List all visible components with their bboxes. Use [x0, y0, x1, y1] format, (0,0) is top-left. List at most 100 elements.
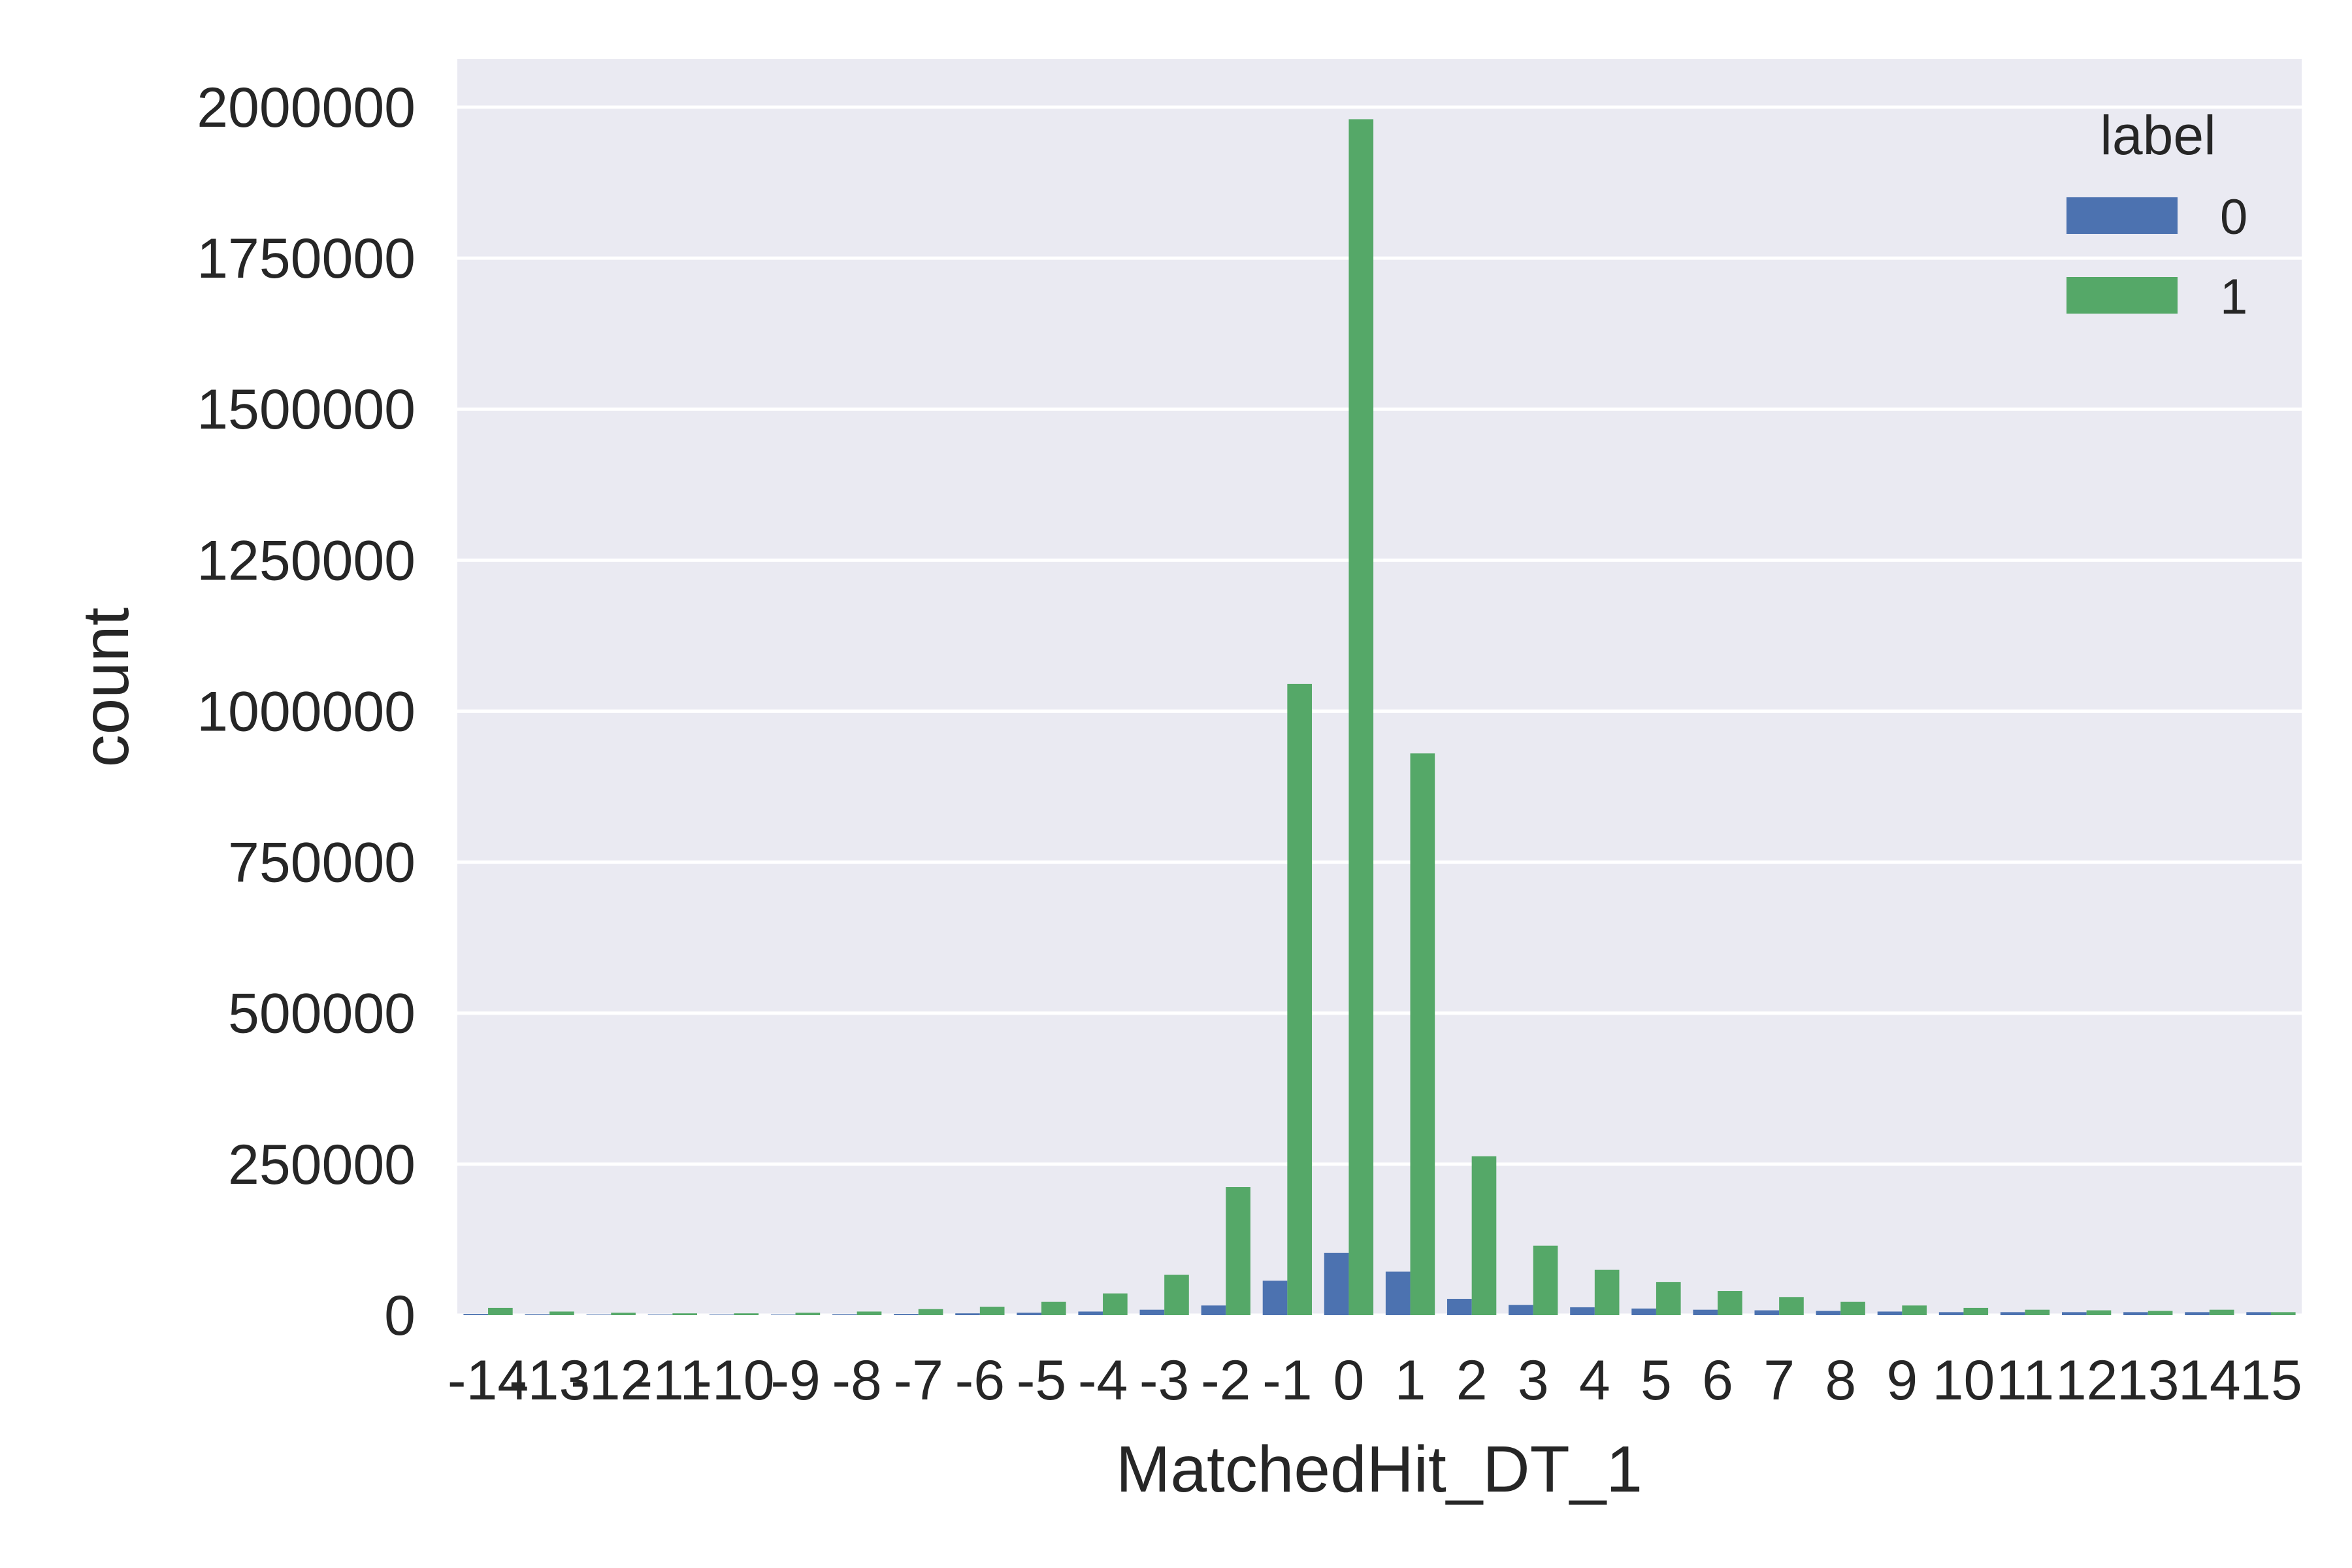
y-tick-label: 750000 [228, 832, 416, 894]
bar-label0-13 [2123, 1312, 2148, 1315]
bar-label0-4 [1570, 1307, 1595, 1315]
x-tick-label: 11 [1996, 1349, 2054, 1412]
legend: label 0 1 [2066, 105, 2247, 325]
gridlines [457, 105, 2302, 1317]
bar-label1--11 [672, 1313, 697, 1315]
bar-label0-11 [2000, 1312, 2025, 1315]
x-tick-label: -13 [509, 1349, 590, 1412]
bar-label1--1 [1287, 683, 1312, 1315]
bar-label0-10 [1938, 1312, 1964, 1315]
bar-label1--8 [857, 1311, 882, 1315]
x-tick-label: 9 [1886, 1349, 1918, 1412]
y-tick-label: 1750000 [197, 227, 416, 290]
x-tick-label: 7 [1763, 1349, 1795, 1412]
x-tick-label: 3 [1518, 1349, 1549, 1412]
x-tick-label: -5 [1017, 1349, 1066, 1412]
bar-label1--6 [979, 1307, 1005, 1315]
bar-label1-2 [1471, 1156, 1497, 1315]
bar-label0-6 [1693, 1309, 1718, 1315]
bar-label1-4 [1594, 1269, 1620, 1315]
x-tick-label: 10 [1933, 1349, 1995, 1412]
x-tick-label: 5 [1641, 1349, 1672, 1412]
legend-swatch-0 [2066, 197, 2178, 234]
x-tick-label: 2 [1456, 1349, 1488, 1412]
x-tick-label: -14 [448, 1349, 529, 1412]
bar-label0-7 [1754, 1310, 1780, 1315]
x-tick-label: -12 [570, 1349, 651, 1412]
plot-background [457, 59, 2302, 1315]
x-tick-label: -4 [1078, 1349, 1128, 1412]
bar-label0-1 [1385, 1271, 1411, 1315]
x-axis-label: MatchedHit_DT_1 [1116, 1433, 1642, 1506]
bar-label0-5 [1631, 1308, 1656, 1315]
bar-label0--2 [1201, 1305, 1226, 1315]
x-tick-label: -11 [634, 1349, 711, 1412]
x-tick-label: 4 [1579, 1349, 1610, 1412]
x-tick-labels: -14-13-12-11-10-9 -8 -7 -6 -5 -4 -3 -2 -1 0 1 2 3 4 5 6… [448, 1349, 2302, 1412]
bar-label1-15 [2270, 1312, 2296, 1315]
bar-label0--3 [1139, 1309, 1165, 1315]
bar-label1-12 [2086, 1310, 2112, 1315]
legend-label-0: 0 [2220, 189, 2247, 245]
x-tick-label: -8 [832, 1349, 881, 1412]
bar-label0-14 [2185, 1312, 2210, 1315]
bar-label1-6 [1718, 1291, 1742, 1315]
x-tick-label: 1 [1395, 1349, 1426, 1412]
x-tick-label: -7 [894, 1349, 943, 1412]
y-tick-label: 250000 [228, 1134, 416, 1196]
bar-label1-8 [1840, 1301, 1865, 1315]
x-tick-label: -1 [1262, 1349, 1312, 1412]
bar-label0-0 [1324, 1252, 1349, 1315]
y-tick-label: 0 [384, 1284, 416, 1347]
bar-label1--4 [1103, 1293, 1128, 1315]
bar-label0-12 [2062, 1312, 2087, 1315]
bar-label0-9 [1877, 1311, 1903, 1315]
y-tick-label: 2000000 [197, 76, 416, 139]
bar-label1-7 [1779, 1297, 1804, 1315]
x-tick-label: 0 [1333, 1349, 1365, 1412]
bar-label1-9 [1902, 1305, 1927, 1315]
x-tick-label: 8 [1825, 1349, 1856, 1412]
bars [463, 119, 2296, 1316]
bar-label1--13 [549, 1311, 574, 1315]
bar-label1-14 [2209, 1309, 2234, 1315]
bar-label1--14 [488, 1307, 513, 1315]
bar-label0--14 [463, 1314, 489, 1315]
legend-title: label [2100, 105, 2215, 166]
x-tick-label: 14 [2178, 1349, 2241, 1412]
bar-label1--3 [1164, 1275, 1189, 1315]
bar-label0--5 [1017, 1313, 1041, 1315]
bar-label0-3 [1509, 1305, 1533, 1315]
y-tick-labels: 0 250000 500000 750000 1000000 1250000 1500000… [197, 76, 416, 1347]
x-tick-label: 13 [2117, 1349, 2180, 1412]
bar-label1-3 [1533, 1245, 1558, 1315]
bar-label1-0 [1348, 119, 1374, 1316]
bar-label1--10 [734, 1313, 759, 1315]
bar-label0-15 [2246, 1312, 2271, 1315]
bar-label0--6 [955, 1313, 980, 1315]
legend-label-1: 1 [2220, 269, 2247, 325]
x-tick-label: 12 [2055, 1349, 2118, 1412]
bar-label0--7 [894, 1314, 919, 1315]
x-tick-label: -10 [693, 1349, 774, 1412]
bar-label1-13 [2148, 1311, 2173, 1315]
y-tick-label: 1000000 [197, 680, 416, 743]
bar-label1--12 [611, 1313, 636, 1315]
y-tick-label: 1500000 [197, 378, 416, 441]
bar-label1-1 [1410, 753, 1435, 1315]
bar-label1--2 [1226, 1187, 1250, 1315]
bar-label1--9 [795, 1313, 821, 1315]
bar-label0--4 [1078, 1311, 1103, 1315]
x-tick-label: 6 [1702, 1349, 1733, 1412]
bar-label1--7 [918, 1309, 943, 1315]
legend-swatch-1 [2066, 277, 2178, 314]
bar-label0-2 [1447, 1299, 1472, 1315]
y-tick-label: 500000 [228, 983, 416, 1045]
y-axis-label: count [69, 607, 142, 767]
x-tick-label: -3 [1139, 1349, 1189, 1412]
x-tick-label: -9 [770, 1349, 820, 1412]
x-tick-label: -2 [1201, 1349, 1250, 1412]
bar-label1-10 [1963, 1307, 1989, 1315]
bar-label0-8 [1816, 1311, 1841, 1315]
